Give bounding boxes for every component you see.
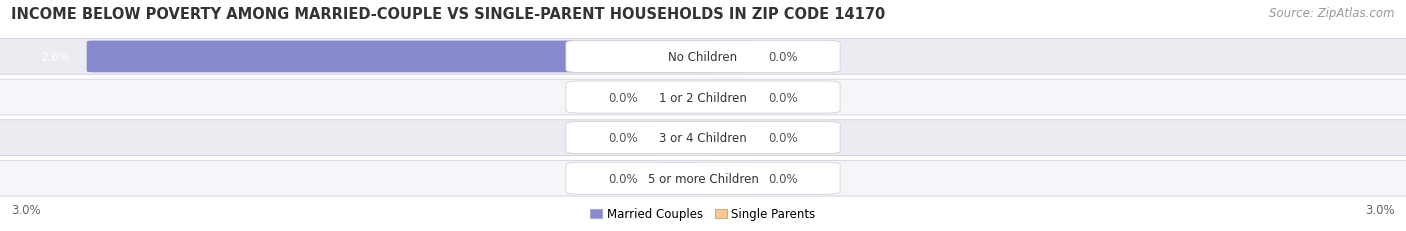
Text: 3 or 4 Children: 3 or 4 Children	[659, 131, 747, 145]
Text: INCOME BELOW POVERTY AMONG MARRIED-COUPLE VS SINGLE-PARENT HOUSEHOLDS IN ZIP COD: INCOME BELOW POVERTY AMONG MARRIED-COUPL…	[11, 7, 886, 22]
Text: 1 or 2 Children: 1 or 2 Children	[659, 91, 747, 104]
Text: 3.0%: 3.0%	[1365, 203, 1395, 216]
FancyBboxPatch shape	[87, 41, 710, 73]
FancyBboxPatch shape	[565, 122, 841, 154]
Text: 5 or more Children: 5 or more Children	[648, 172, 758, 185]
FancyBboxPatch shape	[654, 122, 710, 154]
FancyBboxPatch shape	[654, 82, 710, 113]
Text: 2.6%: 2.6%	[41, 51, 70, 64]
Legend: Married Couples, Single Parents: Married Couples, Single Parents	[586, 203, 820, 225]
FancyBboxPatch shape	[565, 82, 841, 114]
FancyBboxPatch shape	[0, 120, 1406, 156]
FancyBboxPatch shape	[565, 41, 841, 73]
Text: No Children: No Children	[668, 51, 738, 64]
Text: 3.0%: 3.0%	[11, 203, 41, 216]
FancyBboxPatch shape	[0, 161, 1406, 196]
FancyBboxPatch shape	[696, 41, 752, 73]
FancyBboxPatch shape	[696, 163, 752, 194]
FancyBboxPatch shape	[696, 122, 752, 154]
Text: Source: ZipAtlas.com: Source: ZipAtlas.com	[1270, 7, 1395, 20]
Text: 0.0%: 0.0%	[607, 172, 637, 185]
Text: 0.0%: 0.0%	[769, 51, 799, 64]
FancyBboxPatch shape	[565, 162, 841, 195]
Text: 0.0%: 0.0%	[607, 91, 637, 104]
Text: 0.0%: 0.0%	[769, 172, 799, 185]
Text: 0.0%: 0.0%	[769, 91, 799, 104]
FancyBboxPatch shape	[654, 163, 710, 194]
FancyBboxPatch shape	[696, 82, 752, 113]
FancyBboxPatch shape	[0, 80, 1406, 115]
FancyBboxPatch shape	[0, 39, 1406, 75]
Text: 0.0%: 0.0%	[769, 131, 799, 145]
Text: 0.0%: 0.0%	[607, 131, 637, 145]
